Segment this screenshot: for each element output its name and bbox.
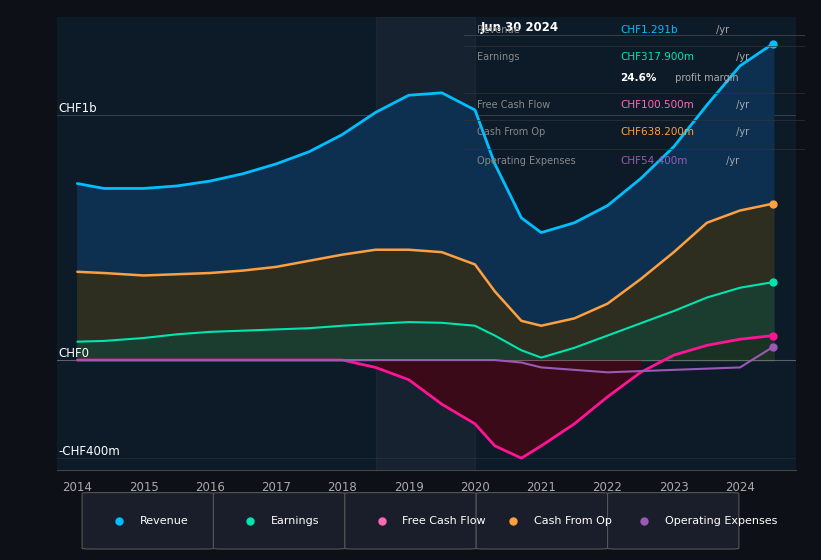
Text: CHF1.291b: CHF1.291b [621, 25, 678, 35]
Text: CHF638.200m: CHF638.200m [621, 127, 695, 137]
Text: CHF1b: CHF1b [58, 102, 97, 115]
Text: Cash From Op: Cash From Op [534, 516, 612, 526]
Text: profit margin: profit margin [672, 73, 738, 83]
Text: CHF100.500m: CHF100.500m [621, 100, 695, 110]
Text: CHF54.400m: CHF54.400m [621, 156, 688, 166]
Polygon shape [375, 17, 475, 470]
Text: Cash From Op: Cash From Op [478, 127, 546, 137]
Text: Free Cash Flow: Free Cash Flow [478, 100, 551, 110]
Text: CHF0: CHF0 [58, 347, 89, 360]
Text: /yr: /yr [733, 52, 749, 62]
Text: Jun 30 2024: Jun 30 2024 [481, 21, 559, 34]
FancyBboxPatch shape [345, 493, 476, 549]
Text: Earnings: Earnings [271, 516, 319, 526]
Text: Operating Expenses: Operating Expenses [665, 516, 777, 526]
Text: -CHF400m: -CHF400m [58, 445, 120, 458]
FancyBboxPatch shape [608, 493, 739, 549]
Text: /yr: /yr [733, 127, 749, 137]
Text: Earnings: Earnings [478, 52, 520, 62]
FancyBboxPatch shape [82, 493, 213, 549]
Text: Free Cash Flow: Free Cash Flow [402, 516, 486, 526]
Text: 24.6%: 24.6% [621, 73, 657, 83]
Text: /yr: /yr [713, 25, 729, 35]
Text: /yr: /yr [733, 100, 749, 110]
FancyBboxPatch shape [213, 493, 345, 549]
FancyBboxPatch shape [476, 493, 608, 549]
Text: CHF317.900m: CHF317.900m [621, 52, 695, 62]
Text: /yr: /yr [722, 156, 739, 166]
Text: Operating Expenses: Operating Expenses [478, 156, 576, 166]
Text: Revenue: Revenue [478, 25, 521, 35]
Text: Revenue: Revenue [140, 516, 188, 526]
